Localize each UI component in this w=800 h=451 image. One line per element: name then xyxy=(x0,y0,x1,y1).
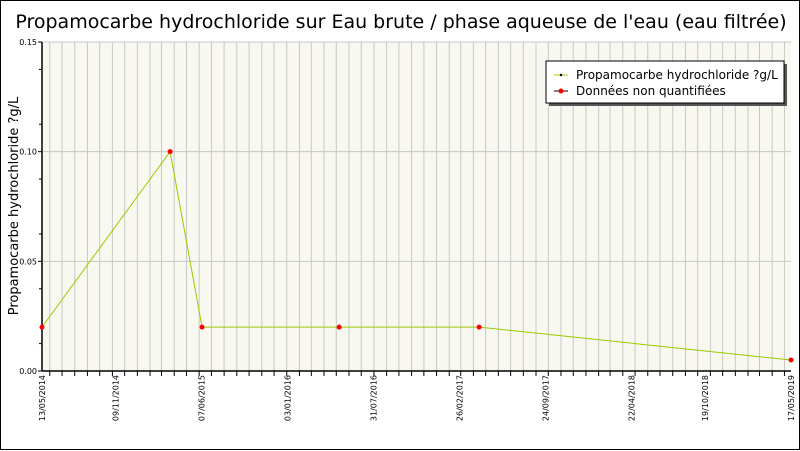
y-tick-label: 0.15 xyxy=(19,38,37,47)
data-point-non-quantified xyxy=(199,324,205,330)
data-point-non-quantified xyxy=(476,324,482,330)
x-tick-label: 17/05/2019 xyxy=(787,375,796,421)
data-point-non-quantified xyxy=(167,149,173,155)
series-line xyxy=(41,150,792,361)
y-tick-label: 0.10 xyxy=(19,148,37,157)
data-point-non-quantified xyxy=(336,324,342,330)
x-tick-label: 07/06/2015 xyxy=(198,375,207,421)
legend-marker-series xyxy=(559,73,563,77)
legend-label-nonquantified: Données non quantifiées xyxy=(576,84,726,98)
x-tick-label: 03/01/2016 xyxy=(284,375,293,421)
x-tick-label: 26/02/2017 xyxy=(455,375,464,421)
x-tick-label: 19/10/2018 xyxy=(701,375,710,421)
x-tick-label: 31/07/2016 xyxy=(370,375,379,421)
x-tick-label: 22/04/2018 xyxy=(627,375,636,421)
y-tick-label: 0.00 xyxy=(19,367,37,376)
data-point-non-quantified xyxy=(39,324,45,330)
y-axis-label: Propamocarbe hydrochloride ?g/L xyxy=(7,96,22,315)
legend-box xyxy=(545,60,785,104)
chart-title: Propamocarbe hydrochloride sur Eau brute… xyxy=(15,11,786,33)
legend: Propamocarbe hydrochloride ?g/L Données … xyxy=(545,60,787,106)
legend-label-series: Propamocarbe hydrochloride ?g/L xyxy=(576,68,778,82)
x-tick-label: 09/11/2014 xyxy=(112,375,121,421)
x-tick-label: 24/09/2017 xyxy=(541,375,550,421)
x-tick-label: 13/05/2014 xyxy=(38,375,47,421)
legend-marker-nonquantified xyxy=(558,88,564,94)
y-tick-label: 0.05 xyxy=(19,257,37,266)
data-point-non-quantified xyxy=(788,357,794,363)
